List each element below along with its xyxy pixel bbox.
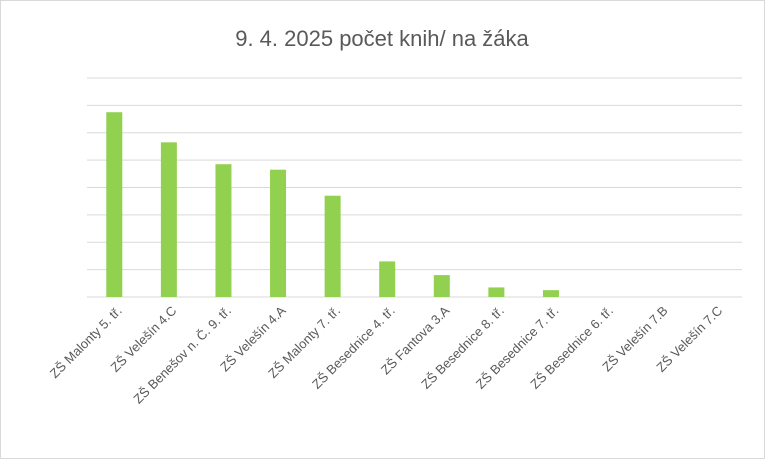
bar xyxy=(106,112,123,297)
bar xyxy=(270,169,287,297)
bar xyxy=(488,287,505,297)
bar xyxy=(324,195,341,297)
bar xyxy=(215,164,232,297)
bar xyxy=(160,142,177,297)
bar xyxy=(379,261,396,297)
chart-title: 9. 4. 2025 počet knih/ na žáka xyxy=(235,26,529,51)
bar xyxy=(433,275,450,297)
bar xyxy=(542,290,559,297)
